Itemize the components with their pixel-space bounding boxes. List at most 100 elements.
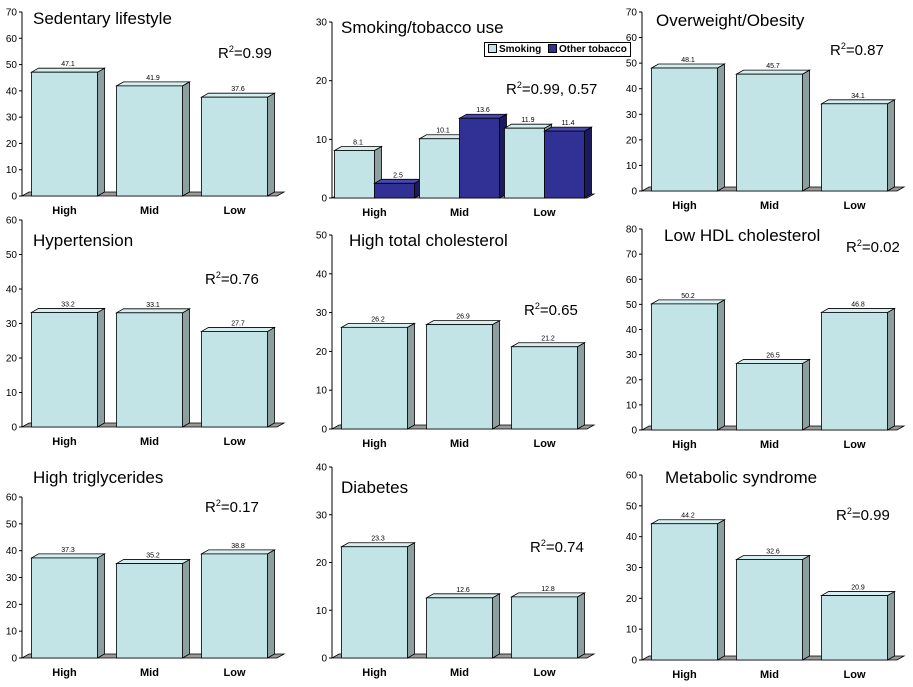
y-tick-label: 30 (316, 18, 328, 29)
chart-title: Metabolic syndrome (665, 468, 818, 487)
bar-high (339, 322, 417, 430)
bar-low (819, 307, 897, 431)
bar-mid-other-tobacco (457, 113, 509, 199)
y-tick-label: 70 (6, 8, 18, 19)
bar-face (201, 553, 268, 659)
bar-side (407, 322, 415, 430)
bar-top (424, 593, 502, 599)
y-tick-label: 50 (626, 59, 638, 70)
bar-top (734, 555, 812, 560)
y-tick-label: 40 (626, 325, 638, 336)
y-tick-label: 10 (6, 627, 18, 638)
bar-top (339, 542, 417, 548)
chart-title: High triglycerides (33, 468, 164, 487)
bar-top (29, 308, 107, 313)
data-label: 46.8 (851, 301, 865, 308)
y-tick-label: 20 (316, 76, 328, 87)
bar-face (459, 117, 500, 199)
chart-plot: 0 10 20 30 40 50 26.2 High 26.9 Mid 21.2 Low (316, 231, 596, 450)
y-tick-label: 50 (626, 300, 638, 311)
bar-low (509, 342, 587, 430)
bar-top (199, 549, 277, 555)
chart-plot: 0 10 20 30 40 50 60 70 47.1 High 41.9 Mid 37.6 Low (6, 8, 286, 217)
bar-high (29, 553, 107, 659)
y-tick-label: 50 (626, 501, 638, 512)
bar-face (651, 67, 718, 192)
x-tick-label: Mid (450, 207, 469, 219)
chart-panel-high-triglycerides: 0 10 20 30 40 50 60 37.3 High 35.2 Mid 38.8 Low High… (0, 458, 300, 687)
chart-plot: 0 10 20 30 40 50 60 70 48.1 High 45.7 Mid 34.1 Low (626, 8, 906, 212)
bar-face (426, 324, 493, 430)
y-tick-label: 30 (6, 573, 18, 584)
bar-side (492, 593, 500, 659)
bar-mid (734, 358, 812, 431)
x-tick-label: Low (534, 207, 556, 219)
bar-side (267, 92, 275, 197)
x-tick-label: Mid (760, 669, 779, 681)
chart-plot: 0 10 20 30 40 50 60 70 80 50.2 High 26.5 Mid 46.8 Low (626, 225, 906, 451)
r2-value: =0.74 (545, 539, 584, 556)
chart-panel-diabetes: 0 10 20 30 40 23.3 High 12.6 Mid 12.8 Low Diabetes… (306, 458, 606, 687)
r-squared-label: R2=0.87 (830, 41, 884, 59)
data-label: 34.1 (851, 93, 865, 100)
bar-top (819, 99, 897, 105)
bar-top (509, 592, 587, 598)
y-tick-label: 0 (631, 426, 637, 437)
bar-top (114, 81, 192, 87)
bar-top (199, 92, 277, 98)
x-tick-label: High (362, 207, 387, 219)
r2-value: =0.99 (233, 45, 272, 62)
bar-face (544, 130, 585, 199)
y-tick-label: 50 (6, 60, 18, 71)
data-label: 32.6 (766, 548, 780, 555)
bar-top (114, 559, 192, 564)
bar-high-smoking (332, 145, 384, 199)
bar-top (199, 327, 277, 332)
r2-value: =0.02 (861, 239, 900, 256)
bar-top (819, 591, 897, 596)
data-label: 26.5 (766, 352, 780, 359)
x-tick-label: High (672, 669, 697, 681)
bar-face (341, 546, 408, 659)
y-tick-label: 50 (6, 250, 18, 261)
bar-face (419, 138, 460, 199)
chart-plot: 0 10 20 30 40 50 60 33.2 High 33.1 Mid 27.7 Low (6, 216, 286, 448)
bar-top (424, 320, 502, 326)
y-tick-label: 20 (316, 558, 328, 569)
bar-side (267, 549, 275, 659)
bar-face (651, 523, 718, 661)
r-squared-label: R2=0.99 (836, 506, 890, 524)
r2-value: =0.87 (845, 42, 884, 59)
y-tick-label: 20 (6, 354, 18, 365)
y-tick-label: 0 (321, 425, 327, 436)
y-tick-label: 10 (6, 388, 18, 399)
x-tick-label: Low (844, 200, 866, 212)
bar-side (182, 558, 190, 659)
bar-face (511, 596, 578, 659)
bar-low-other-tobacco (542, 126, 594, 199)
bar-face (736, 559, 803, 661)
r2-superscript: 2 (540, 538, 546, 548)
bar-face (736, 73, 803, 192)
y-tick-label: 50 (316, 231, 328, 242)
bar-high (649, 63, 727, 192)
bar-side (492, 319, 500, 430)
y-tick-label: 70 (626, 250, 638, 261)
bar-high (29, 307, 107, 428)
y-tick-label: 40 (6, 546, 18, 557)
r2-superscript: 2 (846, 506, 852, 516)
r2-prefix: R (830, 42, 841, 59)
bar-side (182, 81, 190, 197)
data-label: 35.2 (146, 553, 160, 560)
bar-top (29, 67, 107, 73)
bar-low (199, 326, 277, 428)
data-label: 50.2 (681, 293, 695, 300)
chart-plot: 0 10 20 30 8.1 2.5 High 10.1 13.6 Mid 11.9 11.4 Low (316, 18, 596, 219)
x-tick-label: Mid (760, 200, 779, 212)
y-tick-label: 30 (316, 510, 328, 521)
bar-high (649, 299, 727, 431)
data-label: 26.2 (371, 316, 385, 323)
r2-superscript: 2 (215, 498, 221, 508)
y-tick-label: 30 (626, 350, 638, 361)
